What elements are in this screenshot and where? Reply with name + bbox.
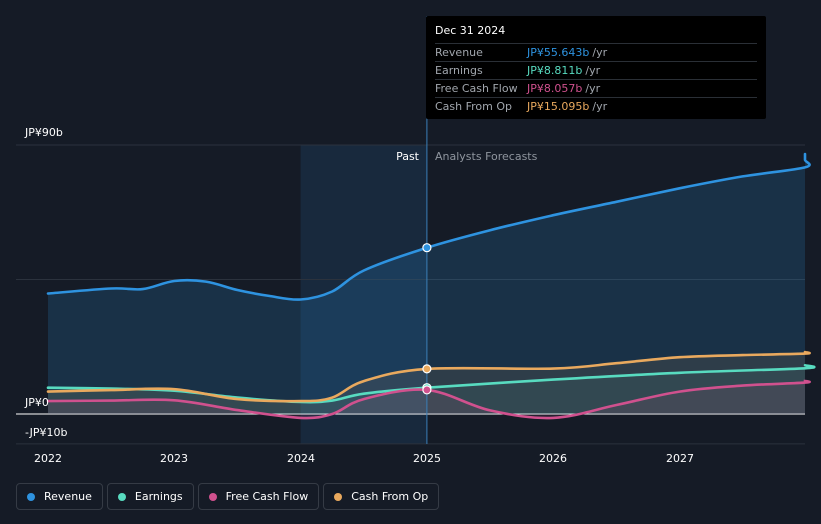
legend-label: Revenue <box>44 490 92 503</box>
legend-item-free-cash-flow[interactable]: Free Cash Flow <box>197 483 320 510</box>
legend-dot-icon <box>208 492 217 501</box>
data-tooltip: Dec 31 2024 Revenue JP¥55.643b /yr Earni… <box>426 16 766 119</box>
area-free_cash_flow <box>48 381 810 419</box>
tooltip-value: JP¥15.095b <box>527 100 590 113</box>
legend-dot-icon <box>117 492 126 501</box>
tooltip-unit: /yr <box>585 64 601 77</box>
series-lines <box>46 152 816 420</box>
x-tick-label-2024: 2024 <box>287 452 315 465</box>
tooltip-date: Dec 31 2024 <box>435 24 506 37</box>
line-cash_from_op <box>46 350 811 403</box>
tooltip-value: JP¥8.057b <box>527 82 583 95</box>
forecast-region-label: Analysts Forecasts <box>435 150 538 163</box>
legend-dot-icon <box>27 492 35 501</box>
line-free_cash_flow <box>46 379 811 420</box>
x-tick-label-2022: 2022 <box>34 452 62 465</box>
legend-item-earnings[interactable]: Earnings <box>106 483 194 510</box>
marker-free_cash_flow <box>422 385 432 395</box>
tooltip-value: JP¥8.811b <box>527 64 583 77</box>
gridlines <box>16 144 805 445</box>
x-tick-label-2023: 2023 <box>160 452 188 465</box>
tooltip-unit: /yr <box>592 46 608 59</box>
tooltip-row-free-cash-flow: Free Cash Flow JP¥8.057b /yr <box>435 79 757 97</box>
x-tick-label-2027: 2027 <box>666 452 694 465</box>
marker-revenue <box>422 243 432 253</box>
line-earnings <box>46 364 816 404</box>
y-tick-label-bottom: -JP¥10b <box>25 426 68 439</box>
tooltip-label: Free Cash Flow <box>435 82 518 95</box>
line-revenue <box>46 152 811 301</box>
tooltip-unit: /yr <box>592 100 608 113</box>
legend-label: Free Cash Flow <box>225 490 309 503</box>
x-tick-label-2026: 2026 <box>539 452 567 465</box>
tooltip-label: Earnings <box>435 64 483 77</box>
y-tick-label-zero: JP¥0 <box>25 396 49 409</box>
tooltip-label: Cash From Op <box>435 100 513 113</box>
tooltip-row-revenue: Revenue JP¥55.643b /yr <box>435 43 757 61</box>
area-revenue <box>48 154 810 414</box>
legend-label: Cash From Op <box>351 490 429 503</box>
tooltip-unit: /yr <box>585 82 601 95</box>
legend-item-cash-from-op[interactable]: Cash From Op <box>323 483 440 510</box>
tooltip-value: JP¥55.643b <box>527 46 590 59</box>
series-areas <box>48 154 815 419</box>
tooltip-row-cash-from-op: Cash From Op JP¥15.095b /yr <box>435 97 757 115</box>
y-tick-label-top: JP¥90b <box>25 126 63 139</box>
past-region-label: Past <box>396 150 419 163</box>
legend: Revenue Earnings Free Cash Flow Cash Fro… <box>16 483 440 510</box>
legend-item-revenue[interactable]: Revenue <box>16 483 103 510</box>
tooltip-label: Revenue <box>435 46 483 59</box>
area-cash_from_op <box>48 352 810 414</box>
legend-label: Earnings <box>134 490 183 503</box>
x-tick-label-2025: 2025 <box>413 452 441 465</box>
tooltip-row-earnings: Earnings JP¥8.811b /yr <box>435 61 757 79</box>
highlight-markers <box>422 243 432 395</box>
marker-cash_from_op <box>422 364 432 374</box>
legend-dot-icon <box>334 492 343 501</box>
